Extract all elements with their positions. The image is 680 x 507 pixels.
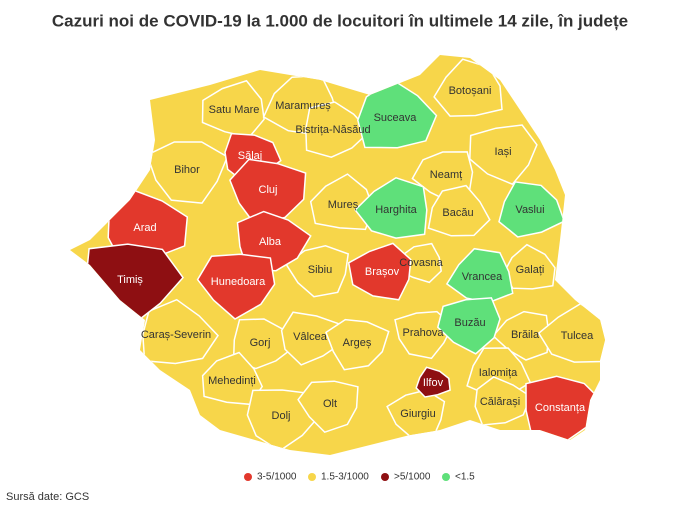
county-label: Bacău — [442, 207, 473, 219]
county-label: Bihor — [174, 164, 200, 176]
county — [503, 243, 556, 290]
county-label: Suceava — [374, 112, 418, 124]
source: Sursă date: GCS — [6, 491, 89, 503]
county-label: Botoșani — [449, 85, 492, 97]
legend-swatch — [381, 473, 389, 481]
county — [427, 184, 491, 237]
county — [469, 124, 538, 186]
county-label: Alba — [259, 236, 282, 248]
county-label: Hunedoara — [211, 276, 266, 288]
county-label: Sălaj — [238, 150, 262, 162]
county-label: Giurgiu — [400, 408, 435, 420]
county-label: Iași — [494, 146, 511, 158]
legend: 3-5/1000 1.5-3/1000 >5/1000 <1.5 — [244, 472, 475, 483]
county-label: Ialomița — [479, 367, 518, 379]
county — [415, 366, 451, 398]
county-label: Mehedinți — [208, 375, 256, 387]
county — [357, 78, 438, 149]
county-label: Mureș — [328, 199, 359, 211]
county-label: Harghita — [375, 204, 417, 216]
county-label: Olt — [323, 398, 337, 410]
legend-label: 3-5/1000 — [257, 472, 297, 483]
county — [146, 141, 229, 204]
county-label: Arad — [133, 222, 156, 234]
county-label: Neamț — [430, 169, 462, 181]
county-label: Vâlcea — [293, 331, 328, 343]
county-label: Cluj — [259, 184, 278, 196]
counties — [85, 58, 605, 452]
legend-label: <1.5 — [455, 472, 475, 483]
county-label: Buzău — [454, 317, 485, 329]
legend-swatch — [442, 473, 450, 481]
county — [347, 242, 412, 301]
county-label: Satu Mare — [209, 104, 260, 116]
county — [436, 297, 501, 355]
county-label: Argeș — [343, 337, 372, 349]
legend-label: >5/1000 — [394, 472, 431, 483]
county — [142, 298, 219, 365]
county-label: Vrancea — [462, 271, 503, 283]
county-labels: Satu Mare Maramureș Botoșani Suceava Bistriț… — [117, 85, 594, 422]
county-label: Covasna — [399, 257, 443, 269]
county-label: Constanța — [535, 402, 586, 414]
county-label: Caraș-Severin — [141, 329, 211, 341]
legend-swatch — [308, 473, 316, 481]
county-label: Călărași — [480, 396, 520, 408]
county-label: Maramureș — [275, 100, 331, 112]
legend-label: 1.5-3/1000 — [321, 472, 369, 483]
county — [474, 376, 532, 426]
county — [354, 176, 428, 239]
county-label: Brăila — [511, 329, 540, 341]
county — [297, 380, 359, 434]
county-label: Tulcea — [561, 330, 594, 342]
county-label: Vaslui — [515, 204, 544, 216]
county-label: Brașov — [365, 266, 400, 278]
county-label: Sibiu — [308, 264, 332, 276]
county — [498, 181, 566, 238]
county-label: Ilfov — [423, 377, 444, 389]
county-label: Timiș — [117, 274, 143, 286]
county — [196, 253, 276, 320]
title: Cazuri noi de COVID-19 la 1.000 de locui… — [52, 11, 628, 30]
county — [325, 318, 390, 371]
county — [433, 58, 503, 117]
county-label: Bistrița-Năsăud — [295, 124, 370, 136]
county-label: Dolj — [272, 410, 291, 422]
county-label: Gorj — [250, 337, 271, 349]
legend-swatch — [244, 473, 252, 481]
county-label: Galați — [516, 264, 545, 276]
county-label: Prahova — [403, 327, 445, 339]
